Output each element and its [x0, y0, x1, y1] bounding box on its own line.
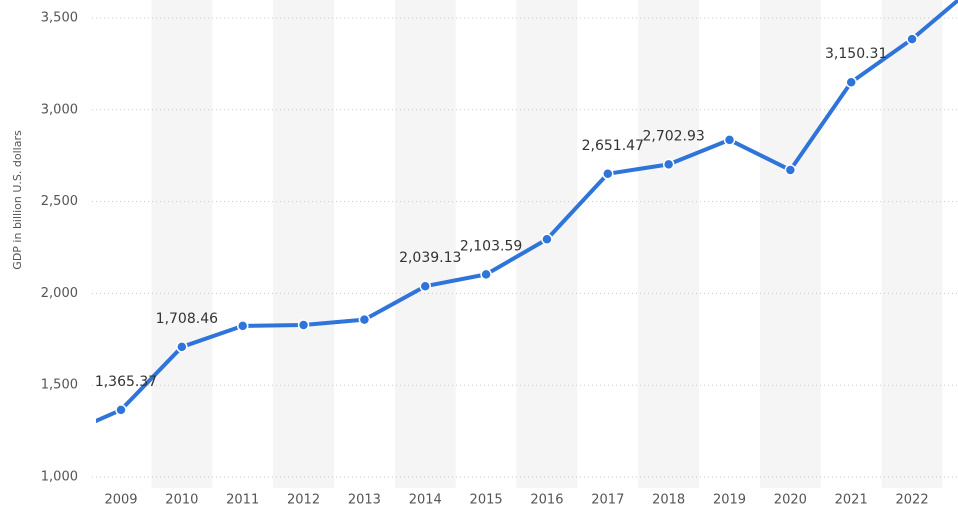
- value-label: 1,365.37: [95, 374, 157, 390]
- value-label: 2,651.47: [582, 138, 644, 154]
- point: [55, 432, 65, 442]
- band: [394, 0, 456, 488]
- point: [662, 158, 675, 171]
- x-tick-label: 2022: [896, 493, 929, 508]
- band: [881, 0, 943, 488]
- x-tick-label: 2019: [713, 493, 746, 508]
- point: [845, 76, 857, 88]
- value-label: 2,702.93: [642, 128, 704, 144]
- value-label: 3,150.31: [825, 46, 887, 62]
- point: [906, 33, 918, 45]
- value-label: 2,039.13: [399, 250, 461, 266]
- point: [419, 280, 431, 292]
- grid: [92, 17, 958, 478]
- point: [784, 164, 797, 176]
- band: [273, 0, 334, 488]
- line: [96, 0, 958, 424]
- band: [759, 0, 821, 488]
- x-tick-label: 2014: [409, 493, 442, 508]
- x-tick-label: 2009: [104, 493, 137, 508]
- x-tick-label: 2011: [226, 493, 259, 508]
- y-tick-label: 2,000: [41, 286, 78, 301]
- band: [638, 0, 700, 488]
- x-tick-label: 2021: [835, 493, 868, 508]
- point: [480, 268, 492, 281]
- y-tick-label: 1,500: [41, 378, 78, 393]
- bands: [151, 0, 943, 488]
- x-tick-label: 2012: [287, 493, 320, 508]
- x-tick-label: 2016: [530, 493, 563, 508]
- x-tick-label: 2018: [652, 493, 685, 508]
- x-tick-label: 2017: [591, 493, 624, 508]
- point: [236, 320, 249, 332]
- point: [723, 134, 736, 146]
- band: [151, 0, 213, 488]
- x-tick-label: 2020: [774, 493, 807, 508]
- x-tick-label: 2013: [348, 493, 381, 508]
- value-label: 1,708.46: [156, 311, 218, 327]
- y-tick-label: 1,000: [41, 470, 78, 485]
- point: [358, 313, 371, 326]
- point: [176, 341, 188, 353]
- y-tick-label: 2,500: [41, 194, 78, 209]
- y-axis-title: GDP in billion U.S. dollars: [11, 130, 24, 270]
- y-tick-label: 3,500: [41, 11, 78, 26]
- point: [602, 168, 614, 180]
- point: [297, 319, 310, 331]
- point: [115, 404, 127, 416]
- plot: 1,365.37 1,708.46 2,039.132,103.59 2,651.47…: [55, 0, 958, 442]
- x-tick-label: 2010: [165, 493, 198, 508]
- point: [541, 233, 553, 245]
- value-label: 2,103.59: [460, 238, 522, 254]
- x-tick-label: 2015: [470, 493, 503, 508]
- y-tick-label: 3,000: [41, 102, 78, 117]
